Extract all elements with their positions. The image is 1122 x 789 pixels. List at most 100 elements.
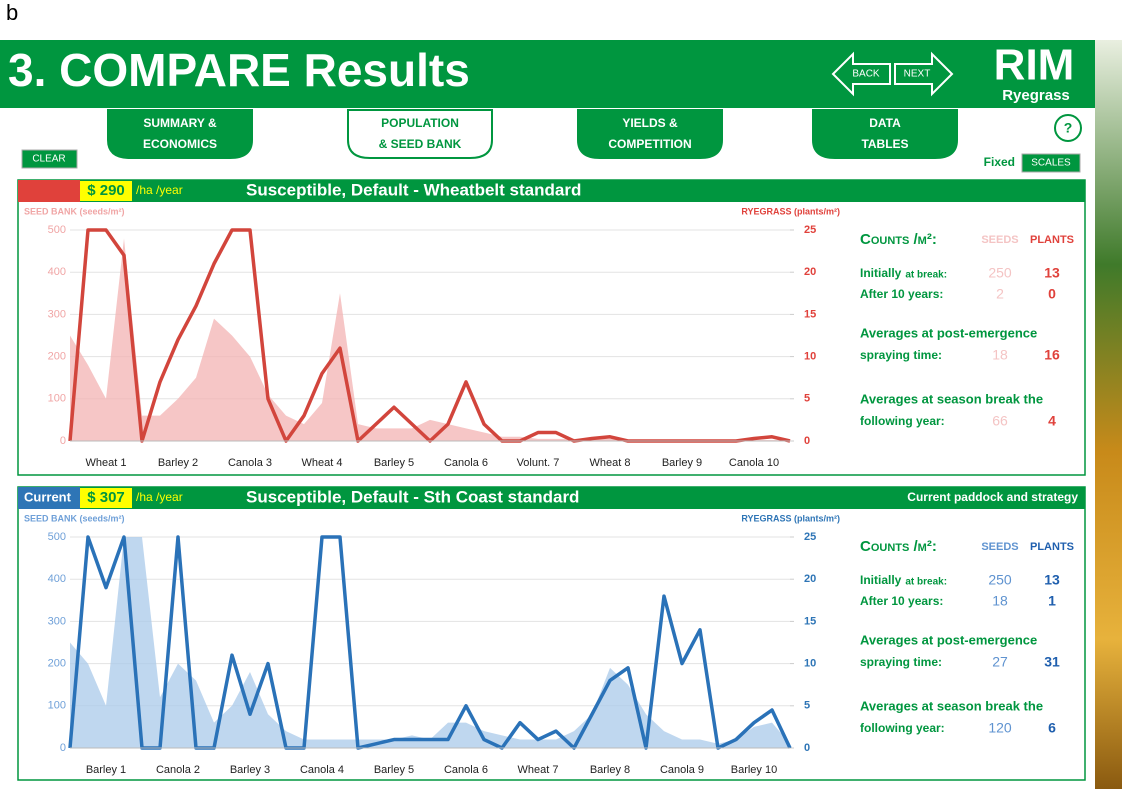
- counts-label: After 10 years:: [860, 594, 943, 608]
- tab-label[interactable]: SUMMARY &: [143, 116, 217, 130]
- seeds-value: 18: [992, 593, 1008, 609]
- y-tick-label: 0: [60, 742, 66, 754]
- y-tick-label: 300: [48, 615, 66, 627]
- counts-label: Initially: [860, 266, 902, 280]
- logo-subtitle: Ryegrass: [1002, 87, 1070, 104]
- x-tick-label: Barley 5: [374, 764, 414, 776]
- nav-tab[interactable]: YIELDS & COMPETITION: [578, 110, 722, 158]
- y2-tick-label: 15: [804, 308, 816, 320]
- counts-heading: Averages at season break the: [860, 698, 1043, 713]
- back-label[interactable]: BACK: [852, 69, 880, 80]
- panel-title: Susceptible, Default - Wheatbelt standar…: [246, 180, 581, 199]
- logo: RIM: [994, 41, 1075, 90]
- x-tick-label: Canola 10: [729, 457, 779, 469]
- tag-box: [18, 180, 80, 202]
- x-tick-label: Volunt. 7: [517, 457, 560, 469]
- plants-value: 4: [1048, 413, 1056, 429]
- counts-label: following year:: [860, 414, 945, 428]
- counts-label: following year:: [860, 721, 945, 735]
- tab-label[interactable]: ECONOMICS: [143, 137, 217, 151]
- x-tick-label: Wheat 7: [518, 764, 559, 776]
- profit-unit: /ha /year: [136, 183, 183, 197]
- seeds-value: 2: [996, 286, 1004, 302]
- seeds-value: 250: [988, 572, 1012, 588]
- x-tick-label: Wheat 1: [86, 457, 127, 469]
- counts-title: Counts /m²:: [860, 538, 937, 555]
- seeds-value: 120: [988, 720, 1012, 736]
- tab-label[interactable]: DATA: [869, 116, 901, 130]
- y2-tick-label: 25: [804, 224, 816, 236]
- clear-label[interactable]: CLEAR: [32, 154, 65, 165]
- x-tick-label: Canola 6: [444, 457, 488, 469]
- plants-value: 1: [1048, 593, 1056, 609]
- y2-axis-title: RYEGRASS (plants/m²): [741, 206, 840, 216]
- figure-label: b: [6, 0, 18, 25]
- x-tick-label: Barley 1: [86, 764, 126, 776]
- tab-label[interactable]: TABLES: [861, 137, 908, 151]
- scales-label[interactable]: SCALES: [1031, 158, 1071, 169]
- panel-note: Current paddock and strategy: [907, 490, 1078, 504]
- counts-label: spraying time:: [860, 348, 942, 362]
- counts-label: Initially: [860, 573, 902, 587]
- tab-label[interactable]: POPULATION: [381, 116, 459, 130]
- tab-label[interactable]: COMPETITION: [608, 137, 691, 151]
- y2-tick-label: 20: [804, 573, 816, 585]
- y2-tick-label: 5: [804, 393, 810, 405]
- x-tick-label: Canola 9: [660, 764, 704, 776]
- y-tick-label: 100: [48, 393, 66, 405]
- y2-tick-label: 0: [804, 742, 810, 754]
- y-axis-title: SEED BANK (seeds/m²): [24, 206, 125, 216]
- tab-label[interactable]: & SEED BANK: [379, 137, 462, 151]
- y2-tick-label: 5: [804, 700, 810, 712]
- x-tick-label: Wheat 8: [590, 457, 631, 469]
- counts-heading: Averages at post-emergence: [860, 632, 1037, 647]
- tab-label[interactable]: YIELDS &: [622, 116, 678, 130]
- y-tick-label: 100: [48, 700, 66, 712]
- x-tick-label: Canola 4: [300, 764, 344, 776]
- x-tick-label: Barley 9: [662, 457, 702, 469]
- counts-heading: Averages at season break the: [860, 391, 1043, 406]
- scales-button[interactable]: SCALES: [1022, 154, 1080, 172]
- profit-unit: /ha /year: [136, 490, 183, 504]
- fixed-label: Fixed: [984, 155, 1015, 169]
- y2-tick-label: 10: [804, 351, 816, 363]
- counts-heading: Averages at post-emergence: [860, 325, 1037, 340]
- help-label[interactable]: ?: [1064, 120, 1073, 136]
- y2-tick-label: 0: [804, 435, 810, 447]
- y-tick-label: 500: [48, 531, 66, 543]
- x-tick-label: Barley 2: [158, 457, 198, 469]
- x-tick-label: Barley 5: [374, 457, 414, 469]
- profit-value: $ 290: [87, 182, 125, 199]
- panel-title: Susceptible, Default - Sth Coast standar…: [246, 487, 579, 506]
- help-button[interactable]: ?: [1055, 115, 1081, 141]
- screen: b 3. COMPARE Results BACK NEXT RIM Ryegr…: [0, 0, 1122, 789]
- counts-label: spraying time:: [860, 655, 942, 669]
- y-axis-title: SEED BANK (seeds/m²): [24, 513, 125, 523]
- seeds-heading: SEEDS: [981, 541, 1018, 553]
- plants-value: 6: [1048, 720, 1056, 736]
- seeds-value: 27: [992, 654, 1008, 670]
- seeds-value: 66: [992, 413, 1008, 429]
- side-image: [1095, 40, 1122, 789]
- x-tick-label: Wheat 4: [302, 457, 343, 469]
- y2-tick-label: 10: [804, 658, 816, 670]
- nav-tab[interactable]: POPULATION & SEED BANK: [348, 110, 492, 158]
- nav-tab[interactable]: SUMMARY & ECONOMICS: [108, 110, 252, 158]
- counts-label-small: at break:: [905, 270, 947, 281]
- seeds-value: 18: [992, 347, 1008, 363]
- y2-tick-label: 15: [804, 615, 816, 627]
- y-tick-label: 200: [48, 658, 66, 670]
- plants-heading: PLANTS: [1030, 541, 1074, 553]
- y-tick-label: 200: [48, 351, 66, 363]
- y2-tick-label: 25: [804, 531, 816, 543]
- y-tick-label: 400: [48, 573, 66, 585]
- clear-button[interactable]: CLEAR: [22, 150, 77, 168]
- next-label[interactable]: NEXT: [904, 69, 931, 80]
- tag-label: Current: [24, 489, 72, 504]
- plants-value: 0: [1048, 286, 1056, 302]
- y-tick-label: 300: [48, 308, 66, 320]
- counts-label: After 10 years:: [860, 287, 943, 301]
- nav-tab[interactable]: DATA TABLES: [813, 110, 957, 158]
- x-tick-label: Barley 10: [731, 764, 777, 776]
- counts-label-small: at break:: [905, 577, 947, 588]
